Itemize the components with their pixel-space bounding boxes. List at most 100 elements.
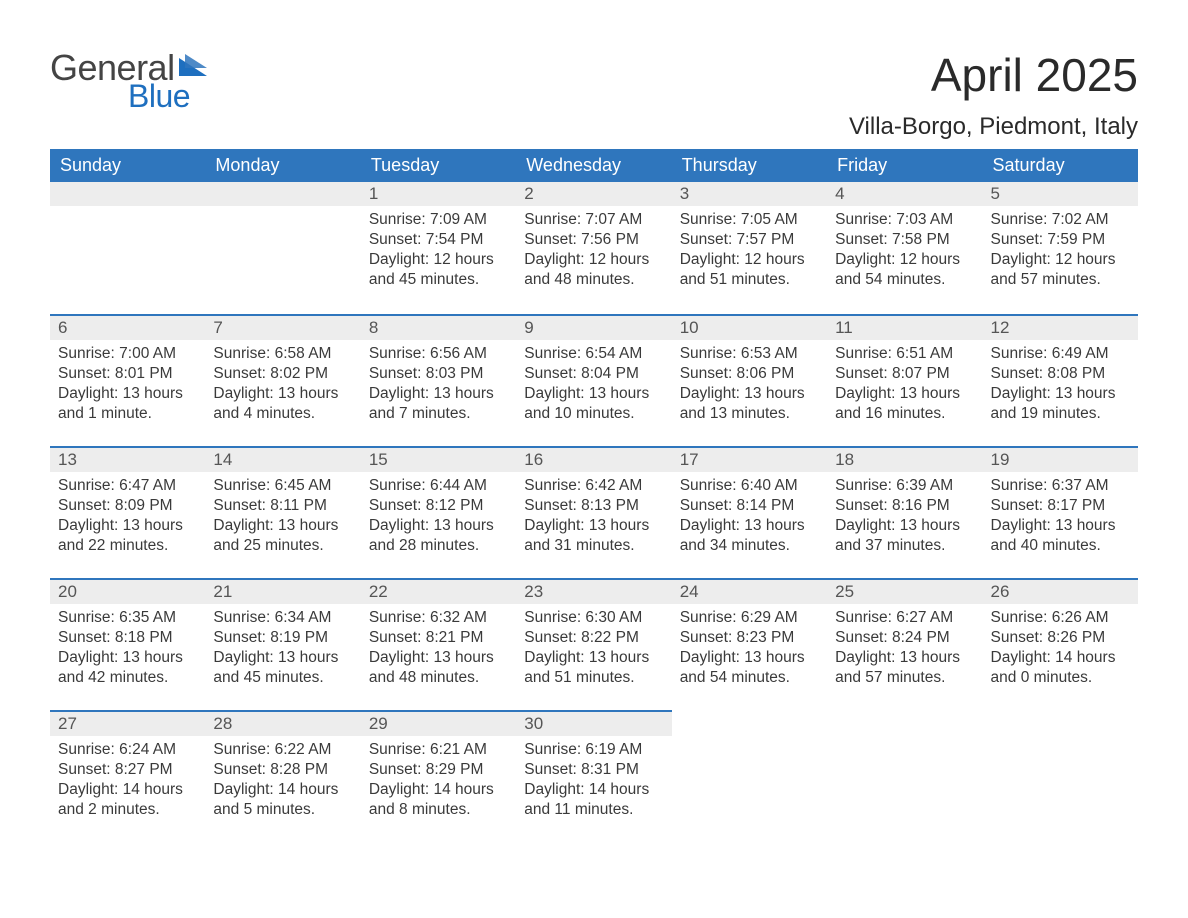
sunset-line: Sunset: 8:01 PM: [58, 364, 197, 384]
weekday-sunday: Sunday: [50, 149, 205, 182]
sunset-line: Sunset: 8:26 PM: [991, 628, 1130, 648]
sunset-line: Sunset: 8:06 PM: [680, 364, 819, 384]
day-data: Sunrise: 6:32 AMSunset: 8:21 PMDaylight:…: [361, 604, 516, 697]
calendar-cell: 23Sunrise: 6:30 AMSunset: 8:22 PMDayligh…: [516, 578, 671, 710]
calendar-cell: [983, 710, 1138, 842]
day-number: 25: [827, 578, 982, 604]
calendar-week-row: 20Sunrise: 6:35 AMSunset: 8:18 PMDayligh…: [50, 578, 1138, 710]
sunset-line: Sunset: 8:02 PM: [213, 364, 352, 384]
calendar-cell: 26Sunrise: 6:26 AMSunset: 8:26 PMDayligh…: [983, 578, 1138, 710]
page-subtitle: Villa-Borgo, Piedmont, Italy: [849, 113, 1138, 141]
day-data: Sunrise: 6:24 AMSunset: 8:27 PMDaylight:…: [50, 736, 205, 829]
weekday-friday: Friday: [827, 149, 982, 182]
daylight-line: Daylight: 12 hours and 48 minutes.: [524, 250, 663, 290]
sunrise-line: Sunrise: 6:27 AM: [835, 608, 974, 628]
daylight-line: Daylight: 14 hours and 0 minutes.: [991, 648, 1130, 688]
daylight-line: Daylight: 13 hours and 51 minutes.: [524, 648, 663, 688]
sunrise-line: Sunrise: 6:26 AM: [991, 608, 1130, 628]
day-number: 5: [983, 182, 1138, 206]
day-number: 24: [672, 578, 827, 604]
calendar-cell: [50, 182, 205, 314]
sunrise-line: Sunrise: 6:22 AM: [213, 740, 352, 760]
day-data: Sunrise: 6:45 AMSunset: 8:11 PMDaylight:…: [205, 472, 360, 565]
day-number: 8: [361, 314, 516, 340]
day-data: Sunrise: 6:22 AMSunset: 8:28 PMDaylight:…: [205, 736, 360, 829]
sunrise-line: Sunrise: 6:32 AM: [369, 608, 508, 628]
day-number: 4: [827, 182, 982, 206]
sunset-line: Sunset: 8:18 PM: [58, 628, 197, 648]
day-data: Sunrise: 6:58 AMSunset: 8:02 PMDaylight:…: [205, 340, 360, 433]
day-data: Sunrise: 6:29 AMSunset: 8:23 PMDaylight:…: [672, 604, 827, 697]
sunset-line: Sunset: 8:19 PM: [213, 628, 352, 648]
calendar-cell: 27Sunrise: 6:24 AMSunset: 8:27 PMDayligh…: [50, 710, 205, 842]
daylight-line: Daylight: 13 hours and 40 minutes.: [991, 516, 1130, 556]
sunrise-line: Sunrise: 6:37 AM: [991, 476, 1130, 496]
daylight-line: Daylight: 13 hours and 42 minutes.: [58, 648, 197, 688]
daylight-line: Daylight: 14 hours and 11 minutes.: [524, 780, 663, 820]
sunset-line: Sunset: 8:11 PM: [213, 496, 352, 516]
daylight-line: Daylight: 13 hours and 37 minutes.: [835, 516, 974, 556]
sunrise-line: Sunrise: 6:51 AM: [835, 344, 974, 364]
day-data: Sunrise: 6:19 AMSunset: 8:31 PMDaylight:…: [516, 736, 671, 829]
day-data: Sunrise: 6:27 AMSunset: 8:24 PMDaylight:…: [827, 604, 982, 697]
sunset-line: Sunset: 8:16 PM: [835, 496, 974, 516]
calendar-cell: 11Sunrise: 6:51 AMSunset: 8:07 PMDayligh…: [827, 314, 982, 446]
day-number: 2: [516, 182, 671, 206]
day-data: Sunrise: 6:35 AMSunset: 8:18 PMDaylight:…: [50, 604, 205, 697]
weekday-tuesday: Tuesday: [361, 149, 516, 182]
daylight-line: Daylight: 12 hours and 51 minutes.: [680, 250, 819, 290]
calendar-week-row: 13Sunrise: 6:47 AMSunset: 8:09 PMDayligh…: [50, 446, 1138, 578]
day-data: Sunrise: 7:03 AMSunset: 7:58 PMDaylight:…: [827, 206, 982, 299]
sunrise-line: Sunrise: 6:58 AM: [213, 344, 352, 364]
day-number: 20: [50, 578, 205, 604]
sunset-line: Sunset: 8:27 PM: [58, 760, 197, 780]
sunset-line: Sunset: 8:24 PM: [835, 628, 974, 648]
calendar-cell: 28Sunrise: 6:22 AMSunset: 8:28 PMDayligh…: [205, 710, 360, 842]
daylight-line: Daylight: 13 hours and 7 minutes.: [369, 384, 508, 424]
sunset-line: Sunset: 8:23 PM: [680, 628, 819, 648]
calendar-cell: 21Sunrise: 6:34 AMSunset: 8:19 PMDayligh…: [205, 578, 360, 710]
day-data: Sunrise: 7:09 AMSunset: 7:54 PMDaylight:…: [361, 206, 516, 299]
calendar-cell: 18Sunrise: 6:39 AMSunset: 8:16 PMDayligh…: [827, 446, 982, 578]
calendar-cell: 1Sunrise: 7:09 AMSunset: 7:54 PMDaylight…: [361, 182, 516, 314]
calendar-body: 1Sunrise: 7:09 AMSunset: 7:54 PMDaylight…: [50, 182, 1138, 842]
day-number: 17: [672, 446, 827, 472]
day-number: 10: [672, 314, 827, 340]
day-data: Sunrise: 7:00 AMSunset: 8:01 PMDaylight:…: [50, 340, 205, 433]
sunrise-line: Sunrise: 6:24 AM: [58, 740, 197, 760]
sunrise-line: Sunrise: 6:40 AM: [680, 476, 819, 496]
sunset-line: Sunset: 8:12 PM: [369, 496, 508, 516]
calendar-cell: 17Sunrise: 6:40 AMSunset: 8:14 PMDayligh…: [672, 446, 827, 578]
day-data: Sunrise: 6:21 AMSunset: 8:29 PMDaylight:…: [361, 736, 516, 829]
sunrise-line: Sunrise: 6:42 AM: [524, 476, 663, 496]
calendar-cell: 3Sunrise: 7:05 AMSunset: 7:57 PMDaylight…: [672, 182, 827, 314]
calendar-page: General Blue April 2025 Villa-Borgo, Pie…: [0, 0, 1188, 842]
weekday-monday: Monday: [205, 149, 360, 182]
sunrise-line: Sunrise: 6:30 AM: [524, 608, 663, 628]
calendar-cell: [827, 710, 982, 842]
sunrise-line: Sunrise: 6:34 AM: [213, 608, 352, 628]
calendar-cell: 5Sunrise: 7:02 AMSunset: 7:59 PMDaylight…: [983, 182, 1138, 314]
day-data: Sunrise: 6:47 AMSunset: 8:09 PMDaylight:…: [50, 472, 205, 565]
day-data: Sunrise: 6:44 AMSunset: 8:12 PMDaylight:…: [361, 472, 516, 565]
calendar-cell: 25Sunrise: 6:27 AMSunset: 8:24 PMDayligh…: [827, 578, 982, 710]
sunset-line: Sunset: 8:04 PM: [524, 364, 663, 384]
daylight-line: Daylight: 13 hours and 1 minute.: [58, 384, 197, 424]
calendar-cell: 24Sunrise: 6:29 AMSunset: 8:23 PMDayligh…: [672, 578, 827, 710]
calendar-cell: 12Sunrise: 6:49 AMSunset: 8:08 PMDayligh…: [983, 314, 1138, 446]
sunrise-line: Sunrise: 6:19 AM: [524, 740, 663, 760]
daylight-line: Daylight: 14 hours and 8 minutes.: [369, 780, 508, 820]
day-data: Sunrise: 6:34 AMSunset: 8:19 PMDaylight:…: [205, 604, 360, 697]
calendar-week-row: 1Sunrise: 7:09 AMSunset: 7:54 PMDaylight…: [50, 182, 1138, 314]
daylight-line: Daylight: 13 hours and 28 minutes.: [369, 516, 508, 556]
day-number: 22: [361, 578, 516, 604]
daylight-line: Daylight: 14 hours and 2 minutes.: [58, 780, 197, 820]
sunrise-line: Sunrise: 7:02 AM: [991, 210, 1130, 230]
calendar-cell: 10Sunrise: 6:53 AMSunset: 8:06 PMDayligh…: [672, 314, 827, 446]
logo: General Blue: [50, 50, 213, 112]
calendar-table: Sunday Monday Tuesday Wednesday Thursday…: [50, 149, 1138, 842]
daylight-line: Daylight: 13 hours and 25 minutes.: [213, 516, 352, 556]
sunset-line: Sunset: 8:29 PM: [369, 760, 508, 780]
weekday-saturday: Saturday: [983, 149, 1138, 182]
sunrise-line: Sunrise: 7:00 AM: [58, 344, 197, 364]
